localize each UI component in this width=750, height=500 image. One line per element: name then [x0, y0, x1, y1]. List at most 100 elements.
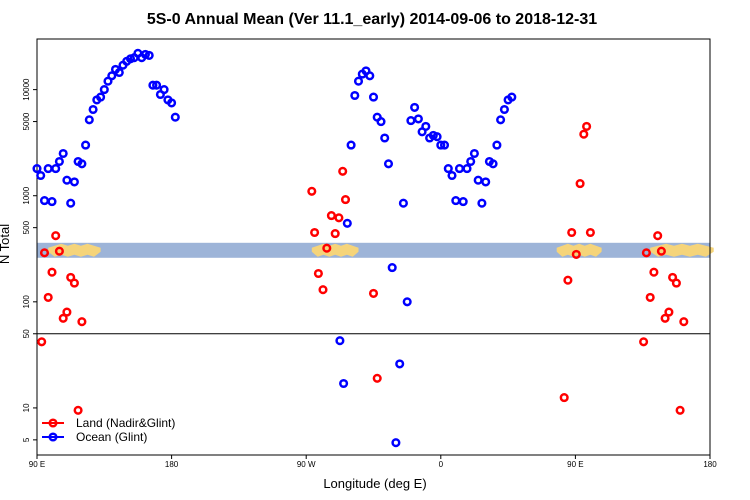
- ocean-point: [96, 92, 106, 102]
- y-tick-label: 10000: [22, 78, 31, 101]
- land-point: [571, 249, 581, 259]
- ocean-point: [39, 196, 50, 206]
- ocean-point: [159, 85, 169, 95]
- y-tick-label: 100: [22, 295, 31, 309]
- ocean-point: [170, 112, 180, 122]
- land-point: [318, 285, 328, 295]
- y-tick-label: 5000: [22, 112, 31, 130]
- ocean-point: [339, 378, 349, 389]
- ocean-point: [402, 297, 412, 307]
- ocean-point: [451, 196, 461, 206]
- ocean-point: [99, 85, 109, 95]
- legend: Land (Nadir&Glint) Ocean (Glint): [42, 416, 175, 444]
- ocean-point: [144, 50, 154, 60]
- land-point: [639, 337, 649, 347]
- ocean-point: [380, 133, 390, 143]
- ocean-point: [398, 198, 408, 208]
- land-point: [338, 166, 348, 176]
- land-point: [679, 317, 689, 327]
- ocean-point: [473, 175, 483, 185]
- ocean-point: [391, 438, 401, 448]
- land-point: [567, 227, 577, 238]
- land-point: [372, 373, 382, 383]
- ocean-point: [107, 71, 117, 81]
- x-tick-label: 90 W: [297, 460, 316, 469]
- ocean-point: [84, 115, 94, 125]
- ocean-point: [148, 80, 158, 90]
- ocean-point: [454, 164, 465, 174]
- legend-ocean-label: Ocean (Glint): [76, 430, 147, 444]
- ocean-point: [376, 117, 386, 127]
- ocean-point: [88, 104, 98, 115]
- y-tick-label: 50: [22, 329, 31, 338]
- legend-land-marker: [48, 418, 58, 428]
- ocean-point: [66, 198, 76, 208]
- ocean-point: [43, 164, 53, 174]
- land-point: [37, 337, 47, 347]
- land-blob: [650, 243, 714, 257]
- plot-frame: [36, 38, 711, 456]
- land-point: [671, 278, 681, 288]
- land-point: [563, 275, 573, 285]
- land-point: [653, 231, 663, 241]
- ocean-point: [492, 140, 502, 150]
- ocean-point: [432, 132, 442, 142]
- land-point: [579, 129, 589, 139]
- land-point: [69, 278, 79, 288]
- ocean-point: [350, 90, 360, 101]
- ocean-point: [77, 159, 87, 169]
- y-tick-label: 1000: [22, 186, 31, 204]
- x-tick-label: 90 E: [567, 460, 583, 469]
- land-point: [326, 211, 336, 221]
- land-point: [43, 292, 53, 302]
- x-tick-label: 180: [165, 460, 179, 469]
- ocean-point: [353, 76, 364, 86]
- ocean-point: [114, 67, 124, 78]
- ocean-point: [387, 263, 397, 273]
- ocean-point: [342, 218, 352, 228]
- land-point: [47, 267, 57, 277]
- ocean-point: [447, 170, 457, 181]
- ocean-point: [346, 140, 356, 150]
- legend-ocean-marker: [48, 432, 58, 442]
- land-point: [313, 268, 323, 279]
- land-blob: [556, 243, 602, 257]
- ocean-point: [365, 71, 375, 81]
- legend-land-label: Land (Nadir&Glint): [76, 416, 175, 430]
- ocean-point: [499, 104, 509, 115]
- y-tick-label: 10: [22, 403, 31, 412]
- land-point: [322, 243, 332, 253]
- land-point: [330, 229, 340, 239]
- land-point: [575, 179, 585, 189]
- ocean-point: [335, 336, 345, 346]
- ocean-point: [477, 198, 487, 208]
- land-point: [656, 246, 666, 256]
- land-point: [664, 307, 674, 317]
- land-point: [58, 313, 68, 323]
- ocean-point: [51, 164, 61, 174]
- land-point: [62, 307, 72, 317]
- land-point: [39, 248, 50, 258]
- land-point: [77, 317, 87, 327]
- land-point: [582, 121, 592, 131]
- x-tick-label: 180: [703, 460, 717, 469]
- land-point: [73, 405, 83, 415]
- ocean-point: [395, 359, 405, 369]
- x-tick-label: 0: [439, 460, 444, 469]
- ocean-point: [488, 159, 498, 169]
- ocean-point: [167, 98, 177, 108]
- data-points: [32, 48, 689, 448]
- ocean-point: [36, 170, 46, 181]
- ocean-point: [368, 92, 379, 102]
- land-point: [675, 405, 685, 415]
- ocean-point: [410, 102, 420, 112]
- land-point: [660, 313, 670, 323]
- land-point: [585, 227, 595, 238]
- ocean-point: [58, 148, 68, 159]
- land-point: [641, 248, 651, 258]
- land-point: [559, 393, 569, 403]
- ocean-point: [458, 197, 468, 207]
- x-axis-label: Longitude (deg E): [323, 476, 426, 491]
- chart-title: 5S-0 Annual Mean (Ver 11.1_early) 2014-0…: [147, 11, 597, 28]
